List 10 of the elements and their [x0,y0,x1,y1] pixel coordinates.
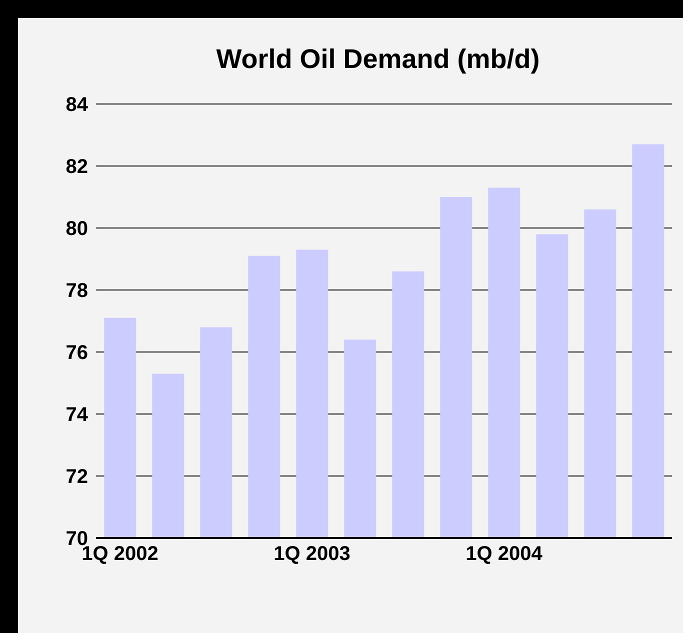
y-tick-label: 72 [66,466,88,488]
y-tick-label: 74 [66,404,89,426]
y-tick-label: 80 [66,218,88,240]
y-tick-label: 78 [66,280,88,302]
y-tick-label: 76 [66,342,88,364]
x-tick-label: 1Q 2004 [466,543,544,566]
y-tick-label: 82 [66,156,88,178]
chart-title: World Oil Demand (mb/d) [215,44,541,75]
y-tick-label: 84 [66,94,89,116]
x-tick-label: 1Q 2003 [274,543,350,566]
